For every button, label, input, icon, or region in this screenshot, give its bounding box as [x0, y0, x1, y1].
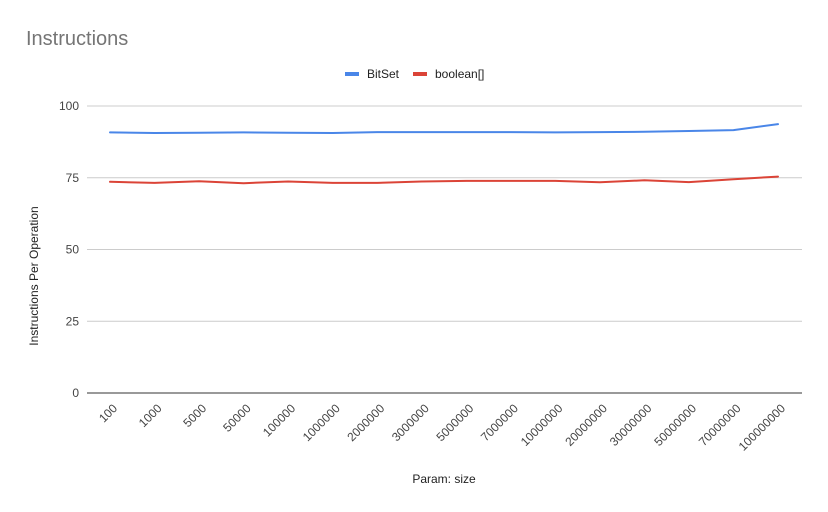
- x-tick-label: 100000: [260, 401, 298, 439]
- y-tick-label: 0: [72, 386, 79, 400]
- y-tick-label: 25: [66, 314, 80, 328]
- series-lines: [109, 123, 779, 185]
- x-tick-label: 7000000: [478, 401, 521, 444]
- x-tick-label: 30000000: [607, 401, 655, 449]
- y-axis-title: Instructions Per Operation: [27, 206, 41, 345]
- x-axis-ticks: 100 1000 5000 50000 100000 1000000 2000000 3000…: [96, 401, 788, 454]
- y-tick-label: 75: [66, 171, 80, 185]
- x-tick-label: 100000000: [736, 401, 789, 454]
- x-tick-label: 3000000: [389, 401, 432, 444]
- x-tick-label: 20000000: [562, 401, 610, 449]
- x-tick-label: 5000: [180, 401, 209, 430]
- legend-label: BitSet: [367, 67, 400, 81]
- gridlines: [87, 105, 802, 394]
- x-tick-label: 50000000: [651, 401, 699, 449]
- x-tick-label: 5000000: [433, 401, 476, 444]
- x-tick-label: 1000000: [300, 401, 343, 444]
- x-tick-label: 2000000: [344, 401, 387, 444]
- x-tick-label: 10000000: [518, 401, 566, 449]
- legend: BitSet boolean[]: [345, 67, 484, 81]
- y-tick-label: 50: [66, 243, 80, 257]
- x-tick-label: 100: [96, 401, 120, 425]
- y-axis-ticks: 0 25 50 75 100: [59, 99, 79, 400]
- x-tick-label: 1000: [136, 401, 165, 430]
- legend-label: boolean[]: [435, 67, 484, 81]
- x-tick-label: 50000: [220, 401, 254, 435]
- y-tick-label: 100: [59, 99, 79, 113]
- series-line-boolean: [109, 175, 779, 185]
- chart-title: Instructions: [26, 28, 128, 50]
- series-line-bitset: [109, 123, 779, 134]
- x-axis-title: Param: size: [412, 472, 476, 486]
